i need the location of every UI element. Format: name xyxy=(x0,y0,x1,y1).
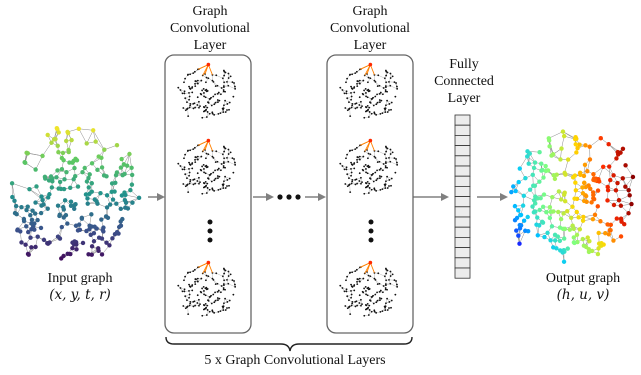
fc-neuron xyxy=(454,236,471,248)
brace xyxy=(165,336,413,352)
ellipsis-horizontal xyxy=(277,194,301,200)
gcl-label-2: Graph Convolutional Layer xyxy=(329,4,411,53)
mini-graph xyxy=(339,138,399,195)
fc-neuron xyxy=(454,124,471,136)
fc-neuron xyxy=(454,175,471,187)
fc-neuron xyxy=(454,226,471,238)
fc-neuron xyxy=(454,134,471,146)
ellipsis-vertical-2 xyxy=(368,219,374,243)
mini-graph xyxy=(177,138,237,195)
mini-graph xyxy=(177,62,237,119)
fc-neuron xyxy=(454,185,471,197)
fc-neuron xyxy=(454,267,471,279)
input-graph xyxy=(9,125,142,261)
ellipsis-vertical-1 xyxy=(207,219,213,243)
mini-graph xyxy=(339,62,399,119)
mini-graphs xyxy=(177,62,399,317)
gcl-box-2 xyxy=(326,54,414,334)
gcl-label-1: Graph Convolutional Layer xyxy=(169,4,251,53)
input-graph-label: Input graph (x, y, t, r) xyxy=(20,270,140,304)
fc-neuron xyxy=(454,114,471,126)
mini-graph xyxy=(339,260,399,317)
output-vars: (h, u, v) xyxy=(556,287,610,303)
fc-neuron xyxy=(454,216,471,228)
fc-layer-column xyxy=(454,114,471,279)
fc-neuron xyxy=(454,247,471,259)
fc-neuron xyxy=(454,145,471,157)
input-vars: (x, y, t, r) xyxy=(49,287,111,303)
fc-label: Fully Connected Layer xyxy=(434,57,494,106)
output-graph-label: Output graph (h, u, v) xyxy=(523,270,641,304)
fc-neuron xyxy=(454,257,471,269)
fc-neuron xyxy=(454,165,471,177)
fc-neuron xyxy=(454,196,471,208)
brace-label: 5 x Graph Convolutional Layers xyxy=(204,353,386,368)
mini-graph xyxy=(177,260,237,317)
fc-neuron xyxy=(454,206,471,218)
output-graph xyxy=(509,129,636,264)
fc-neuron xyxy=(454,155,471,167)
gcl-box-1 xyxy=(164,54,252,334)
